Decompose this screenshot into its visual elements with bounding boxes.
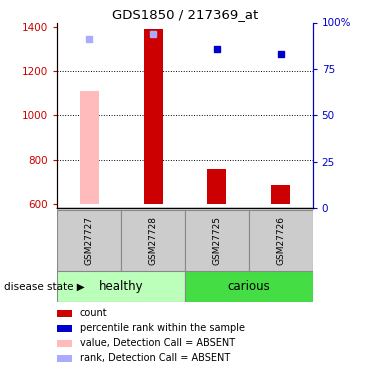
- Text: healthy: healthy: [99, 280, 144, 293]
- Text: GSM27728: GSM27728: [149, 216, 158, 265]
- Text: count: count: [80, 308, 107, 318]
- Bar: [207, 169, 226, 204]
- Bar: [271, 185, 290, 204]
- FancyBboxPatch shape: [185, 272, 313, 302]
- Text: rank, Detection Call = ABSENT: rank, Detection Call = ABSENT: [80, 353, 230, 363]
- Text: GSM27727: GSM27727: [85, 216, 94, 265]
- Title: GDS1850 / 217369_at: GDS1850 / 217369_at: [112, 8, 258, 21]
- FancyBboxPatch shape: [57, 210, 121, 271]
- Bar: [144, 29, 163, 204]
- Text: value, Detection Call = ABSENT: value, Detection Call = ABSENT: [80, 338, 235, 348]
- FancyBboxPatch shape: [121, 210, 185, 271]
- FancyBboxPatch shape: [185, 210, 249, 271]
- Bar: [80, 91, 99, 204]
- Text: GSM27725: GSM27725: [212, 216, 221, 265]
- Text: percentile rank within the sample: percentile rank within the sample: [80, 323, 245, 333]
- Text: carious: carious: [228, 280, 270, 293]
- Text: GSM27726: GSM27726: [276, 216, 285, 265]
- Text: disease state ▶: disease state ▶: [4, 282, 84, 291]
- FancyBboxPatch shape: [249, 210, 313, 271]
- FancyBboxPatch shape: [57, 272, 185, 302]
